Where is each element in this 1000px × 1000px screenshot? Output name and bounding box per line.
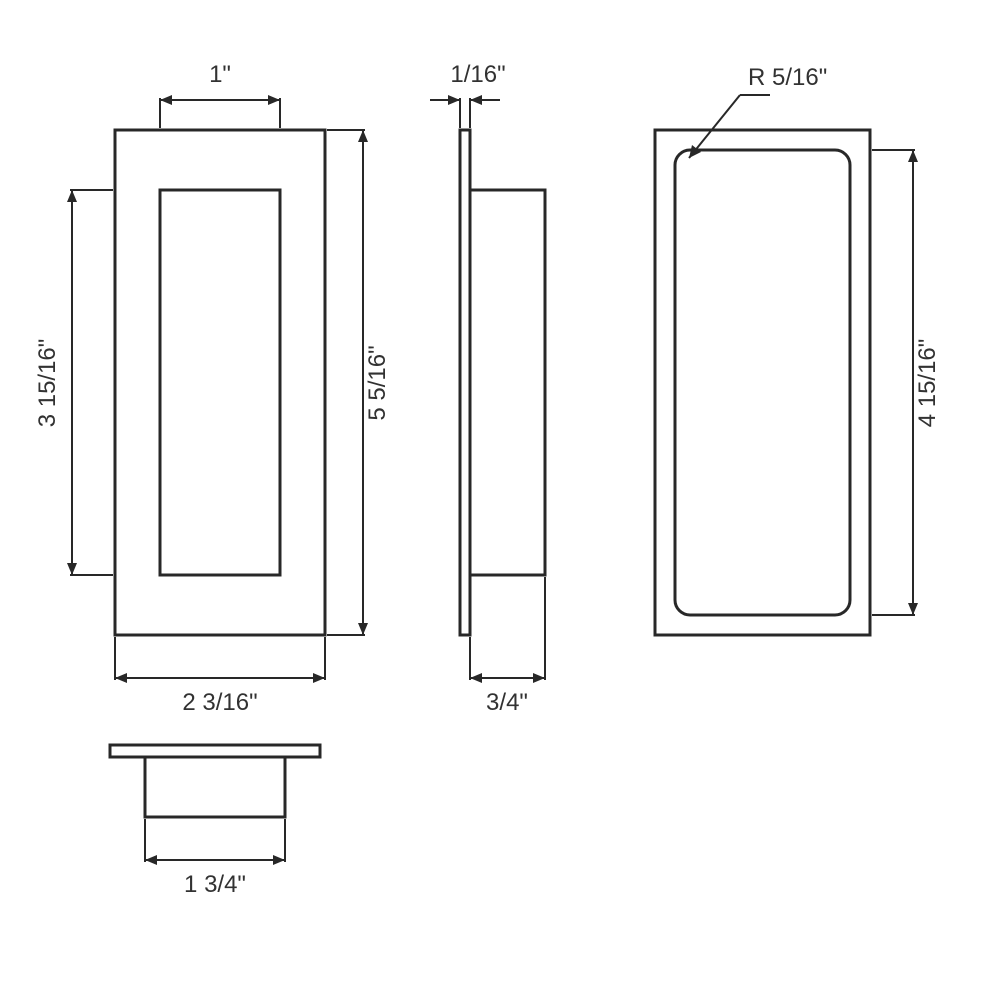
dim-front-right: 5 5/16" — [327, 130, 391, 635]
dim-back-radius: R 5/16" — [689, 64, 827, 158]
label-side-bottom: 3/4" — [486, 689, 528, 716]
dim-front-left: 3 15/16" — [34, 190, 113, 575]
label-front-right: 5 5/16" — [364, 345, 391, 420]
label-front-bottom: 2 3/16" — [182, 689, 257, 716]
dim-section-bottom: 1 3/4" — [145, 819, 285, 898]
side-plate — [460, 130, 470, 635]
label-section-bottom: 1 3/4" — [184, 871, 246, 898]
label-back-right: 4 15/16" — [914, 339, 941, 428]
back-inner-rect — [675, 150, 850, 615]
side-body — [470, 190, 545, 575]
section-body — [145, 757, 285, 817]
dim-back-right: 4 15/16" — [872, 150, 941, 615]
front-inner-rect — [160, 190, 280, 575]
dim-front-bottom: 2 3/16" — [115, 637, 325, 716]
label-front-top: 1" — [209, 61, 231, 88]
section-plate — [110, 745, 320, 757]
back-outer-rect — [655, 130, 870, 635]
dim-side-top: 1/16" — [430, 61, 506, 128]
label-side-top: 1/16" — [450, 61, 505, 88]
label-front-left: 3 15/16" — [34, 339, 61, 428]
dim-side-bottom: 3/4" — [470, 577, 545, 716]
dim-front-top: 1" — [160, 61, 280, 128]
label-back-radius: R 5/16" — [748, 64, 827, 91]
front-outer-rect — [115, 130, 325, 635]
dimension-drawing: 1" 3 15/16" 5 5/16" 2 3/16" — [0, 0, 1000, 1000]
